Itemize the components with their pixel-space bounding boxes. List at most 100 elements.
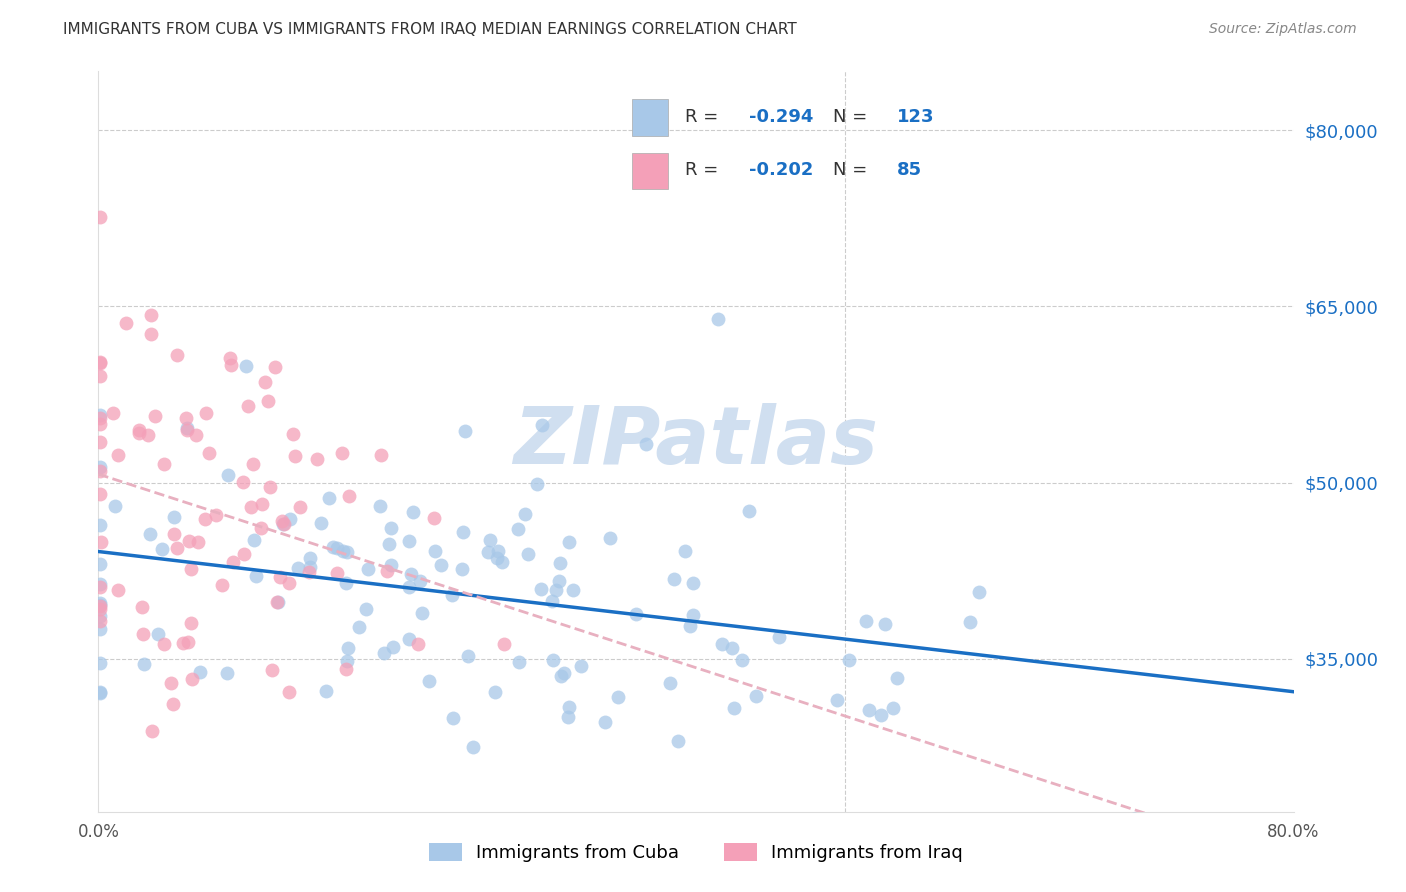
Point: [128, 423, 150, 437]
Point: [682, 575, 704, 590]
Point: [211, 578, 233, 592]
Point: [107, 583, 129, 598]
Point: [243, 533, 266, 548]
Point: [332, 543, 354, 558]
Point: [89, 599, 111, 614]
Point: [297, 565, 319, 579]
Point: [825, 692, 848, 706]
Point: [194, 512, 217, 526]
Point: [197, 446, 219, 460]
Point: [233, 547, 256, 561]
Point: [491, 555, 513, 569]
Point: [281, 427, 304, 442]
Point: [336, 545, 359, 559]
Legend: Immigrants from Cuba, Immigrants from Iraq: Immigrants from Cuba, Immigrants from Ir…: [422, 836, 970, 870]
Point: [219, 358, 242, 372]
Point: [232, 475, 254, 490]
Point: [146, 627, 169, 641]
Point: [557, 710, 579, 724]
Point: [163, 526, 186, 541]
Point: [553, 665, 575, 680]
Point: [330, 446, 353, 460]
Text: Source: ZipAtlas.com: Source: ZipAtlas.com: [1209, 22, 1357, 37]
Point: [153, 457, 176, 471]
Point: [531, 417, 554, 432]
Point: [546, 582, 568, 597]
Point: [606, 690, 628, 704]
Point: [89, 356, 111, 370]
Point: [398, 580, 420, 594]
Point: [517, 547, 540, 561]
Text: IMMIGRANTS FROM CUBA VS IMMIGRANTS FROM IRAQ MEDIAN EARNINGS CORRELATION CHART: IMMIGRANTS FROM CUBA VS IMMIGRANTS FROM …: [63, 22, 797, 37]
Point: [451, 525, 474, 540]
Text: ZIPatlas: ZIPatlas: [513, 402, 879, 481]
Point: [595, 715, 617, 730]
Point: [541, 652, 564, 666]
Point: [530, 582, 553, 597]
Point: [398, 533, 420, 548]
Point: [336, 654, 359, 668]
Point: [174, 411, 197, 425]
Point: [132, 627, 155, 641]
Point: [139, 527, 162, 541]
Point: [337, 489, 360, 503]
Point: [418, 673, 440, 688]
Point: [89, 686, 111, 700]
Point: [273, 516, 295, 531]
Point: [870, 707, 893, 722]
Point: [269, 570, 291, 584]
Point: [89, 517, 111, 532]
Point: [89, 355, 111, 369]
Point: [373, 646, 395, 660]
Point: [180, 561, 202, 575]
Point: [886, 671, 908, 685]
Point: [266, 595, 288, 609]
Point: [277, 685, 299, 699]
Point: [90, 535, 112, 549]
Point: [357, 562, 380, 576]
Point: [506, 522, 529, 536]
Point: [221, 555, 243, 569]
Point: [89, 368, 111, 383]
Point: [485, 551, 508, 566]
Point: [166, 541, 188, 556]
Point: [89, 608, 111, 623]
Point: [177, 534, 200, 549]
Point: [181, 672, 204, 686]
Point: [263, 360, 285, 375]
Point: [679, 618, 702, 632]
Point: [89, 435, 111, 450]
Point: [347, 620, 370, 634]
Point: [540, 594, 562, 608]
Point: [599, 531, 621, 545]
Point: [326, 541, 349, 555]
Point: [238, 399, 260, 413]
Point: [249, 520, 271, 534]
Point: [368, 500, 391, 514]
Point: [409, 574, 432, 588]
Point: [558, 699, 581, 714]
Point: [150, 541, 173, 556]
Point: [626, 607, 648, 621]
Point: [440, 588, 463, 602]
Point: [486, 544, 509, 558]
Point: [242, 457, 264, 471]
Point: [253, 375, 276, 389]
Point: [267, 595, 290, 609]
Point: [335, 662, 357, 676]
Point: [284, 449, 307, 463]
Point: [370, 448, 392, 462]
Point: [176, 421, 198, 435]
Point: [115, 316, 138, 330]
Point: [377, 536, 399, 550]
Point: [89, 596, 111, 610]
Point: [177, 634, 200, 648]
Point: [325, 566, 347, 580]
Point: [89, 211, 111, 225]
Point: [219, 351, 242, 366]
Point: [180, 616, 202, 631]
Point: [136, 428, 159, 442]
Point: [172, 636, 194, 650]
Point: [451, 562, 474, 576]
Point: [217, 665, 239, 680]
